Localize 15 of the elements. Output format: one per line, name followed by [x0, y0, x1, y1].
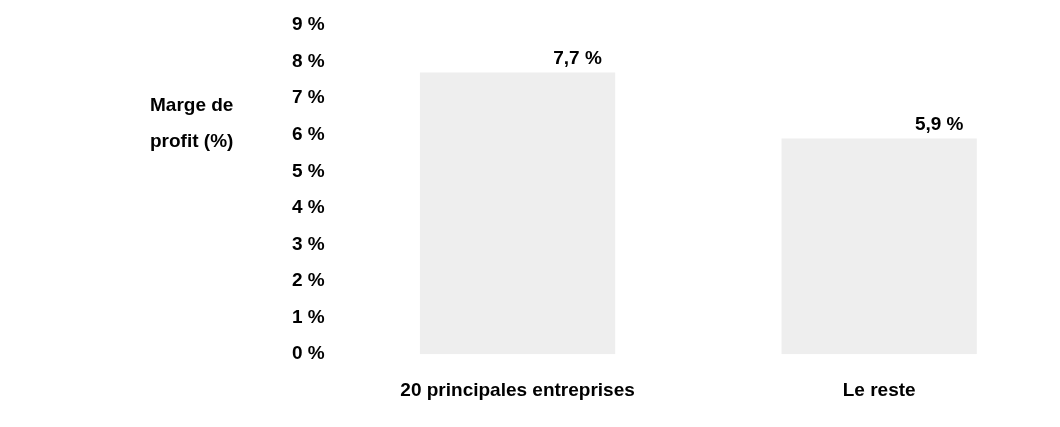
y-tick-label: 4 %	[291, 196, 325, 218]
y-tick-label: 3 %	[291, 232, 325, 254]
y-tick-label: 0 %	[291, 342, 325, 364]
y-tick-label: 1 %	[291, 305, 325, 327]
x-tick-label: Le reste	[842, 378, 916, 400]
y-tick-label: 6 %	[291, 122, 325, 144]
data-label: 7,7 %	[553, 47, 602, 69]
y-tick-label: 5 %	[291, 159, 325, 181]
data-label: 5,9 %	[914, 113, 964, 135]
y-tick-label: 9 %	[291, 13, 325, 35]
y-tick-label: 2 %	[291, 269, 325, 291]
y-tick-label: 7 %	[291, 86, 325, 108]
y-axis-title: Marge de profit (%)	[150, 94, 234, 152]
y-tick-label: 8 %	[291, 49, 325, 71]
x-tick-label: 20 principales entreprises	[400, 378, 635, 400]
